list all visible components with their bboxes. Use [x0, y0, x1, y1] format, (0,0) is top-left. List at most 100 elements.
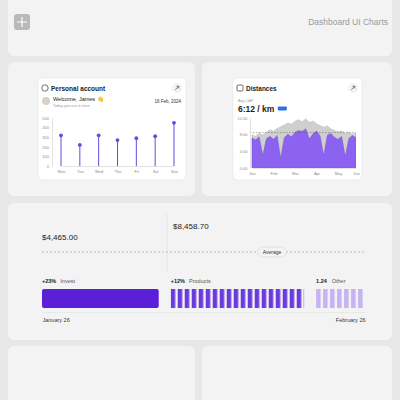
tick: Feb [271, 171, 279, 176]
tick: 8:00 [240, 132, 249, 137]
annotation: Average [263, 249, 282, 255]
tick: Jan [249, 171, 255, 176]
card-title: Personal account [51, 85, 106, 92]
tick-label: 4:00 [240, 149, 249, 154]
series-change: +23% [42, 278, 56, 284]
tick: Fri [134, 169, 139, 174]
dot [78, 143, 82, 147]
dot [97, 133, 101, 137]
tick: 0 [47, 164, 50, 169]
tick-label: 0 [47, 164, 50, 169]
dot [134, 136, 138, 140]
stem [98, 135, 99, 166]
tick: 0:00 [240, 166, 249, 171]
badge [278, 107, 287, 111]
tick: 500 [42, 116, 49, 121]
separator [167, 214, 168, 272]
plot [42, 289, 365, 308]
axis-line [253, 168, 357, 169]
annotation: Avg CAP [238, 99, 254, 103]
series-change: 1.24 [316, 278, 328, 284]
plot [250, 119, 356, 168]
bar-segment [42, 289, 159, 308]
axis-line [62, 166, 175, 167]
annotation: 6:12 / km [238, 104, 275, 114]
plot [59, 121, 176, 166]
stem [155, 136, 156, 166]
axis-line [43, 312, 366, 313]
tick: Wed [95, 169, 103, 174]
open-button[interactable] [348, 83, 358, 93]
stem [61, 135, 62, 166]
annotation: 16 Feb, 2024 [154, 99, 181, 104]
tick-label: Fri [134, 169, 139, 174]
stem [136, 138, 137, 166]
annotation: $4,465.00 [42, 233, 78, 242]
tick-label: 300 [42, 135, 49, 140]
tick-label: Sat [153, 169, 160, 174]
tick-label: 8:00 [240, 132, 249, 137]
pill-background [258, 247, 287, 257]
bar-segment [316, 289, 365, 308]
tick-label: 12:00 [237, 116, 248, 121]
tick-label: Sun [171, 169, 178, 174]
tick-label: Apr [314, 171, 321, 176]
card-icon [42, 85, 48, 91]
dot [153, 134, 157, 138]
tick: 200 [42, 145, 49, 150]
panel [8, 203, 392, 340]
open-button[interactable] [172, 83, 182, 93]
panel [8, 346, 195, 400]
tick: Apr [314, 171, 321, 176]
tick-label: February 26 [336, 317, 366, 323]
bar-segment [171, 289, 304, 308]
axis: 0:00 4:00 8:00 12:00 [237, 116, 250, 171]
series-name: Products [189, 278, 211, 284]
tick: Mar [292, 171, 300, 176]
axis: MonTueWedThuFriSatSun [58, 167, 178, 174]
tick-label: Wed [95, 169, 103, 174]
tick-label: Feb [271, 171, 279, 176]
tick-label: Mar [292, 171, 300, 176]
annotation: Today you are in here [53, 104, 90, 108]
page: Dashboard UI ChartsPersonal accountWelco… [0, 0, 400, 400]
logo-icon [14, 14, 30, 30]
series-name: Other [332, 278, 346, 284]
card-icon [237, 85, 243, 91]
tick: 300 [42, 135, 49, 140]
series-name: Invest [60, 278, 75, 284]
axis: Jan Feb Mar Apr May Jun [249, 169, 359, 176]
average-line [250, 132, 356, 133]
series-change: +12% [171, 278, 185, 284]
annotation: $8,458.70 [173, 222, 209, 231]
tick: Thu [115, 169, 122, 174]
axis-line [250, 119, 251, 169]
tick: 100 [42, 154, 49, 159]
tick-label: January 26 [43, 317, 70, 323]
open-arrow[interactable] [351, 86, 355, 90]
tick: February 26 [336, 317, 366, 323]
tick-label: 500 [42, 116, 49, 121]
stem [117, 140, 118, 166]
axis: 0 100 200 300 400 500 [42, 116, 52, 169]
tick-label: Mon [58, 169, 66, 174]
tick: January 26 [43, 317, 70, 323]
tick: Mon [58, 169, 66, 174]
area [252, 129, 356, 168]
tick: 12:00 [237, 116, 248, 121]
tick-label: 200 [42, 145, 49, 150]
tick: Jun [353, 171, 359, 176]
tick-label: 400 [42, 125, 49, 130]
avatar [42, 97, 50, 105]
open-arrow[interactable] [175, 86, 179, 90]
tick: May [335, 171, 343, 176]
tick-label: Jun [353, 171, 359, 176]
card-title: Distances [246, 85, 277, 92]
card [233, 78, 362, 180]
tick: 4:00 [240, 149, 249, 154]
tick-label: Thu [115, 169, 122, 174]
tick-label: May [335, 171, 343, 176]
tick: Sun [171, 169, 178, 174]
page-title: Dashboard UI Charts [308, 17, 388, 27]
tick-label: Jan [249, 171, 255, 176]
